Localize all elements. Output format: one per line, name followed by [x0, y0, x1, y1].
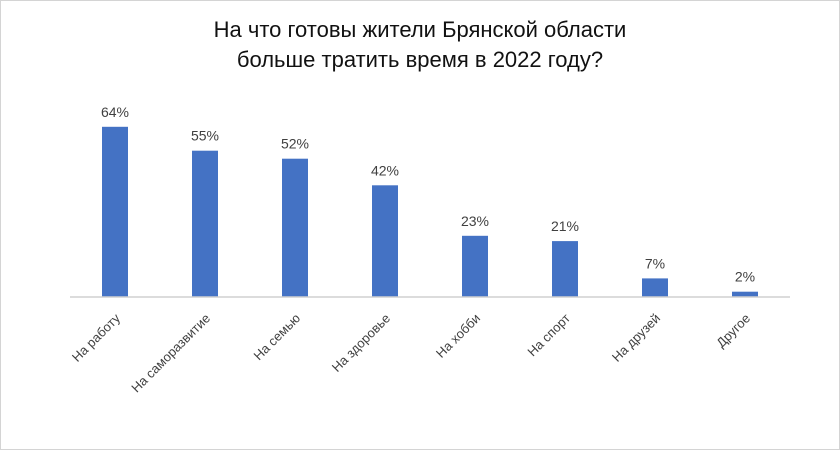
bar-1 [102, 126, 128, 297]
category-labels-group: На работу На саморазвитие На семью На здоро… [69, 310, 753, 395]
chart-title-line-1: На что готовы жители Брянской области [213, 17, 627, 42]
value-label-7: 7% [645, 255, 665, 271]
bar-5 [462, 235, 488, 297]
category-label-3: На семью [250, 310, 303, 363]
bar-4 [372, 185, 398, 297]
category-label-5: На хобби [433, 311, 483, 361]
bar-8 [732, 291, 758, 297]
bars-group [102, 126, 758, 297]
bar-7 [642, 278, 668, 297]
category-label-2: На саморазвитие [128, 311, 213, 396]
bar-3 [282, 158, 308, 297]
chart-title-line-2: больше тратить время в 2022 году? [236, 47, 604, 72]
category-label-4: На здоровье [329, 311, 393, 375]
value-label-6: 21% [551, 218, 579, 234]
value-label-2: 55% [191, 128, 219, 144]
category-label-6: На спорт [524, 310, 573, 359]
value-labels-group: 64% 55% 52% 42% 23% 21% 7% 2% [101, 104, 755, 285]
value-label-5: 23% [461, 213, 489, 229]
value-label-3: 52% [281, 136, 309, 152]
category-label-7: На друзей [609, 311, 663, 365]
chart-title: На что готовы жители Брянской области бо… [1, 15, 839, 75]
category-label-1: На работу [69, 310, 124, 365]
bar-2 [192, 150, 218, 297]
category-label-8: Другое [713, 311, 753, 351]
value-label-1: 64% [101, 104, 129, 120]
value-label-8: 2% [735, 269, 755, 285]
bar-6 [552, 241, 578, 297]
value-label-4: 42% [371, 162, 399, 178]
